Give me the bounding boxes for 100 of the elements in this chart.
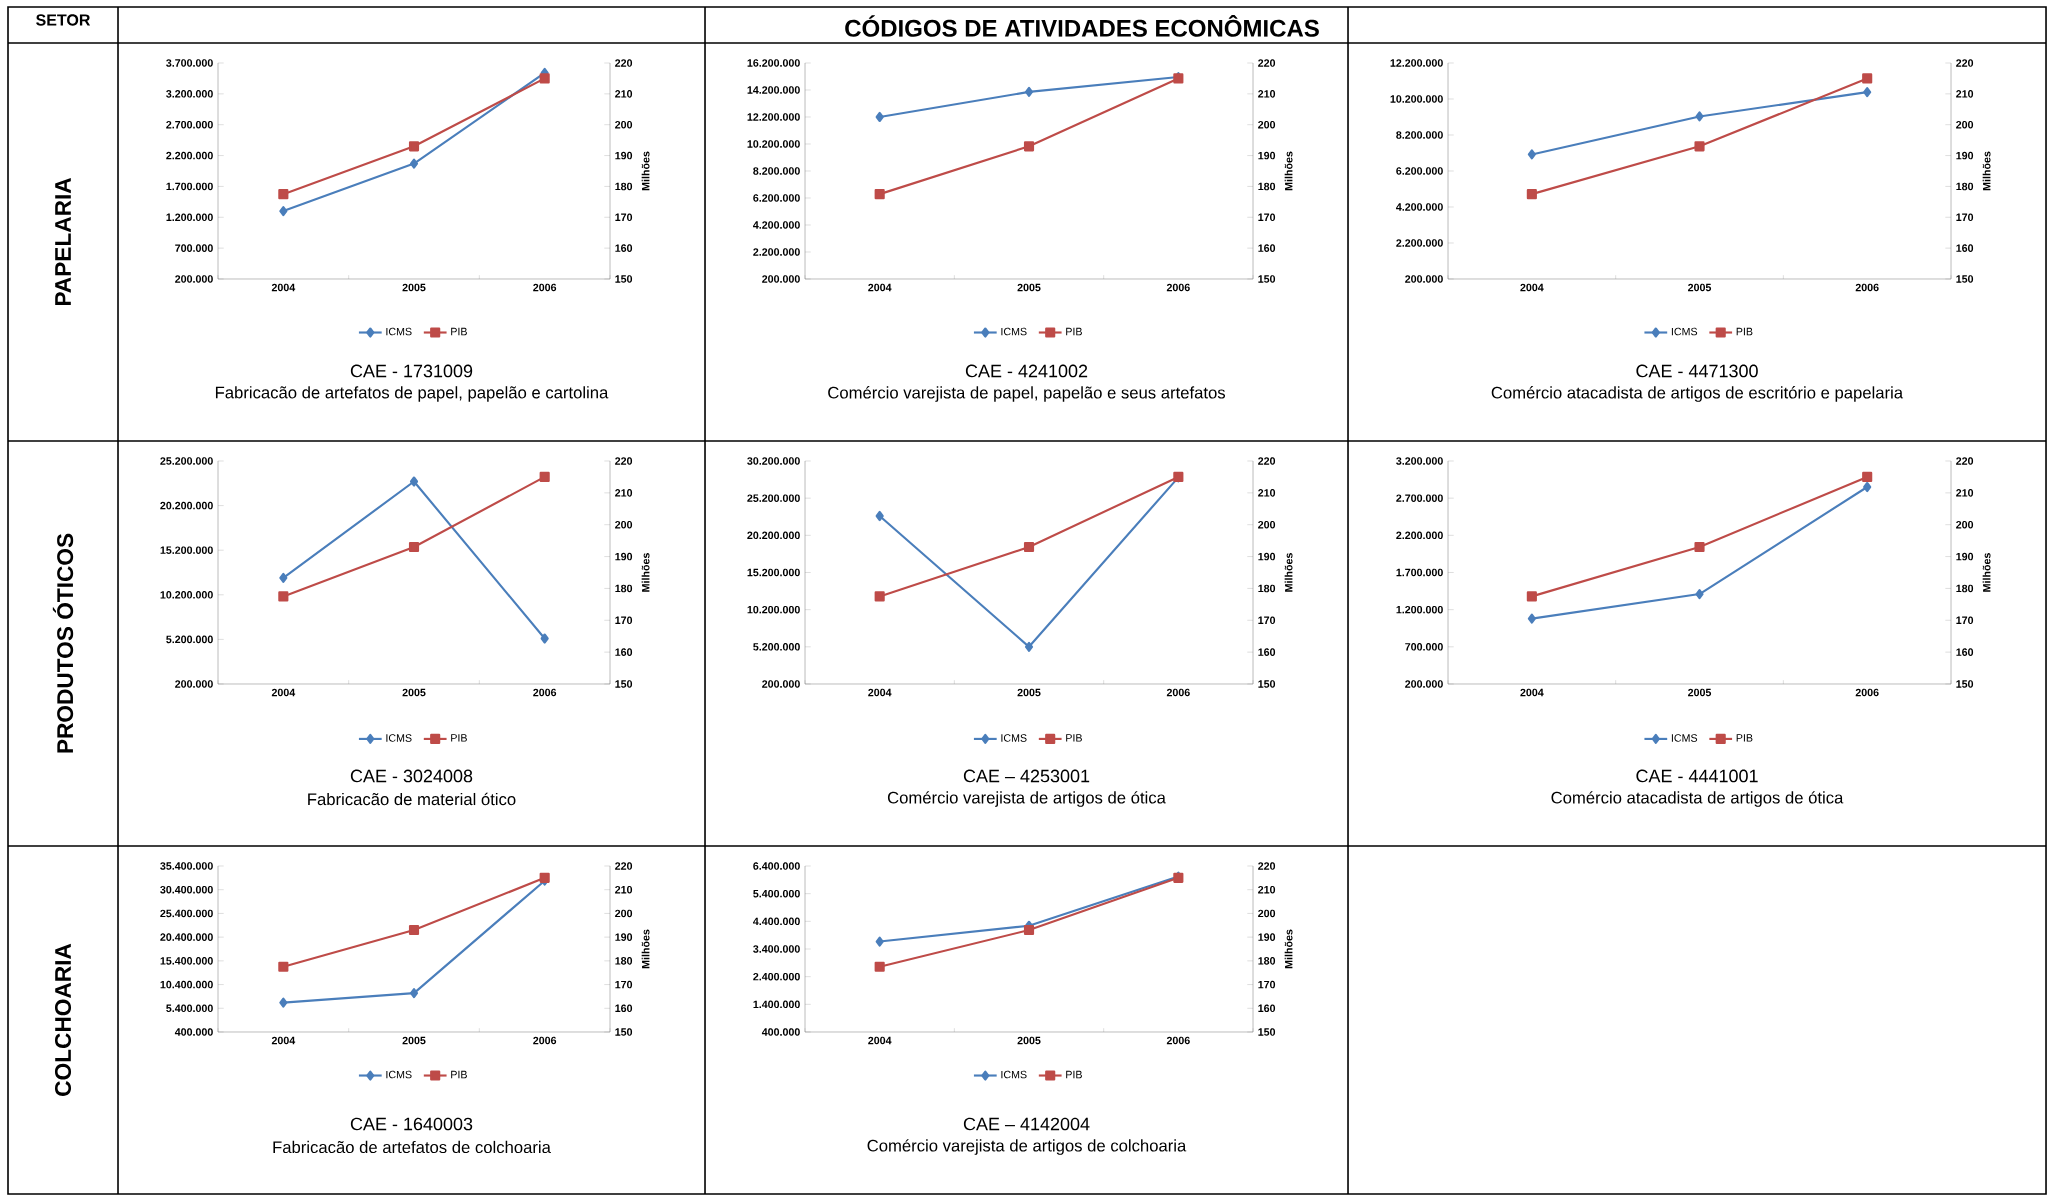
y-tick-label: 200.000 [175,275,213,283]
text: CAE - 4241002 [965,364,1088,378]
legend-label: ICMS [386,734,412,742]
y2-tick-label: 180 [1258,182,1276,191]
y-tick-label: 2.200.000 [1396,531,1443,540]
y-tick-label: 8.200.000 [753,167,800,175]
text: Comércio varejista de artigos de ótica [887,791,1166,807]
y-tick-label: 6.400.000 [753,862,800,870]
y-tick-label: 16.200.000 [747,59,800,67]
y2-tick-label: 210 [1956,489,1974,497]
legend-label: PIB [451,734,467,742]
y2-tick-label: 200 [615,909,633,918]
y-tick-label: 700.000 [1405,643,1443,651]
y2-tick-label: 180 [1956,182,1974,191]
legend-label: PIB [1066,1070,1082,1079]
y2-tick-label: 170 [1258,980,1276,989]
y2-tick-label: 220 [1956,59,1974,67]
y2-axis-title: Milhões [641,553,650,592]
y2-tick-label: 190 [1956,151,1974,160]
y2-tick-label: 150 [1956,680,1974,688]
y-tick-label: 30.200.000 [747,457,800,465]
y2-tick-label: 160 [1956,244,1974,252]
y2-tick-label: 170 [1258,616,1276,625]
y2-tick-label: 170 [615,213,633,222]
legend-label: PIB [1736,734,1753,742]
y-tick-label: 8.200.000 [1396,131,1443,139]
x-tick-label: 2004 [868,688,892,697]
y2-axis-title: Milhões [1982,553,1991,592]
y2-tick-label: 180 [1258,584,1276,593]
y2-tick-label: 170 [1956,213,1974,222]
y-tick-label: 400.000 [761,1028,800,1036]
y-tick-label: 15.200.000 [747,568,800,577]
y2-tick-label: 190 [615,552,633,561]
x-tick-label: 2006 [533,688,557,697]
y2-tick-label: 150 [615,1028,633,1036]
x-tick-label: 2004 [271,283,296,292]
y-tick-label: 10.200.000 [160,591,213,599]
y-tick-label: 3.200.000 [166,90,213,98]
text: Comércio atacadista de artigos de ótica [1551,791,1844,807]
y2-tick-label: 200 [615,120,633,129]
y2-tick-label: 190 [615,151,633,160]
y2-tick-label: 180 [1956,584,1974,593]
y2-tick-label: 150 [1258,1028,1276,1036]
x-tick-label: 2006 [533,1036,557,1045]
y-tick-label: 4.200.000 [753,221,800,229]
y2-tick-label: 180 [615,957,633,965]
legend-label: PIB [451,327,467,336]
y2-tick-label: 190 [1258,552,1276,561]
text: PRODUTOS ÓTICOS [52,533,74,753]
y-tick-label: 10.200.000 [747,140,800,148]
y-tick-label: 12.200.000 [747,113,800,121]
x-tick-label: 2006 [1166,283,1190,292]
text: CAE – 4253001 [963,769,1090,783]
text: Fabricacão de artefatos de colchoaria [273,1140,551,1154]
x-tick-label: 2005 [402,283,426,292]
x-tick-label: 2006 [1855,283,1879,292]
y2-tick-label: 190 [1258,151,1276,160]
x-tick-label: 2004 [1520,283,1544,292]
y-tick-label: 200.000 [762,680,800,688]
text: CAE - 1640003 [350,1117,473,1131]
y-tick-label: 25.200.000 [747,494,800,502]
y2-tick-label: 150 [1258,680,1276,688]
x-tick-label: 2006 [1166,688,1190,697]
x-tick-label: 2004 [271,1036,296,1045]
y2-tick-label: 200 [1258,909,1276,918]
y-tick-label: 4.200.000 [1396,203,1443,211]
y-tick-label: 400.000 [174,1028,213,1036]
text: CAE - 1731009 [350,364,473,378]
x-tick-label: 2005 [1017,688,1041,697]
y-tick-label: 25.200.000 [160,457,213,465]
legend-label: ICMS [386,1070,412,1079]
y-tick-label: 6.200.000 [753,194,800,202]
legend-label: ICMS [1671,327,1698,336]
y-tick-label: 20.200.000 [747,531,800,540]
y2-tick-label: 190 [615,933,633,941]
y-tick-label: 1.200.000 [166,213,213,222]
y-tick-label: 4.400.000 [753,917,800,926]
text: CAE - 4471300 [1636,364,1758,378]
y-tick-label: 10.200.000 [747,605,800,614]
y2-tick-label: 210 [1258,489,1276,497]
x-tick-label: 2005 [402,1036,426,1045]
y2-tick-label: 200 [1258,120,1276,129]
y2-tick-label: 190 [1258,933,1276,941]
y-tick-label: 30.400.000 [160,885,213,894]
y-tick-label: 1.400.000 [753,1000,800,1009]
y-tick-label: 1.700.000 [166,182,213,191]
y-tick-label: 2.700.000 [166,120,213,129]
text: CAE - 3024008 [350,769,473,783]
y-tick-label: 15.200.000 [160,546,213,554]
y-tick-label: 2.200.000 [753,248,800,256]
y-tick-label: 20.200.000 [160,501,213,510]
y2-tick-label: 220 [1258,457,1276,465]
y-tick-label: 25.400.000 [160,909,213,918]
legend-label: ICMS [1001,1070,1027,1079]
x-tick-label: 2004 [1520,688,1544,697]
y2-axis-title: Milhões [1284,553,1293,592]
y2-tick-label: 180 [615,584,633,593]
text: Comércio varejista de artigos de colchoaria [867,1139,1187,1155]
y2-axis-title: Milhões [641,929,650,969]
y-tick-label: 200.000 [762,275,800,283]
